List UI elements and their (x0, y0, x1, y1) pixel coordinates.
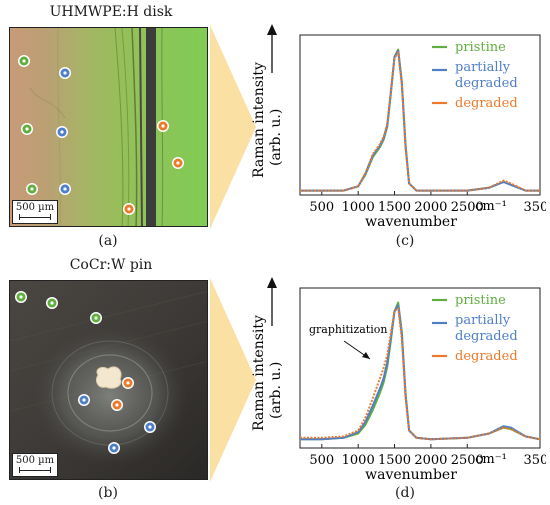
pristine-markers (18, 55, 38, 195)
arrow-top (210, 25, 256, 229)
chart-d-legend: pristine partially degraded degraded (432, 293, 518, 364)
legend-c-degraded: degraded (455, 96, 518, 111)
chart-d-tick-label-4: 2500 (451, 453, 484, 468)
pin-scalebar: 500 µm (12, 453, 58, 477)
chart-d-ylabel-1: Raman intensity (251, 315, 267, 431)
partially-degraded-markers (56, 67, 71, 195)
legend-d-partially: partially (455, 313, 511, 328)
legend-d-degraded-2: degraded (455, 329, 518, 344)
panel-label-c: (c) (395, 233, 415, 249)
chart-c-series-degraded (300, 51, 540, 192)
disk-scalebar-label: 500 µm (15, 202, 55, 213)
chart-c-ylabel-2: (arb. u.) (268, 109, 284, 166)
pin-partially-degraded-markers (78, 394, 156, 454)
chart-c-tick-label-0: 500 (309, 200, 334, 215)
legend-c-partially: partially (455, 60, 511, 75)
chart-d-annotation-arrowhead (362, 352, 370, 359)
disk-scalebar: 500 µm (12, 200, 58, 224)
legend-c-pristine: pristine (455, 40, 506, 55)
pin-scalebar-label: 500 µm (15, 455, 55, 466)
chart-c-tick-label-4: 2500 (451, 200, 484, 215)
pin-degraded-markers (111, 377, 134, 411)
chart-d-unit: cm⁻¹ (475, 452, 507, 467)
chart-d-xlabel: wavenumber (365, 467, 457, 481)
panel-label-b: (b) (98, 485, 118, 501)
chart-c-ylabel-1: Raman intensity (251, 62, 267, 178)
disk-title: UHMWPE:H disk (49, 4, 173, 20)
chart-c-tick-label-1: 1000 (342, 200, 375, 215)
arrow-bottom (210, 278, 256, 482)
chart-c-xlabel: wavenumber (365, 214, 457, 228)
disk-micrograph-image (10, 28, 207, 226)
chart-d-tick-label-2: 1500 (378, 453, 411, 468)
chart-d-tick-label-0: 500 (309, 453, 334, 468)
chart-c-tick-label-2: 1500 (378, 200, 411, 215)
chart-d-series-degraded (300, 307, 541, 441)
chart-d-annotation: graphitization (309, 323, 387, 336)
chart-d-tick-label-1: 1000 (342, 453, 375, 468)
chart-d-tick-label-3: 2000 (414, 453, 447, 468)
disk-micrograph: 500 µm (9, 27, 208, 227)
pin-micrograph: 500 µm (9, 280, 208, 480)
chart-c: Raman intensity (arb. u.) 500 1000 1500 200… (251, 24, 546, 228)
legend-d-pristine: pristine (455, 293, 506, 308)
degraded-markers (123, 120, 184, 215)
chart-c-yaxis-arrowhead (267, 24, 277, 35)
panel-label-d: (d) (395, 485, 415, 501)
chart-d-series-partially-degraded (300, 304, 541, 441)
chart-d: Raman intensity (arb. u.) 500 1000 1500 200… (251, 277, 546, 481)
legend-c-degraded-2: degraded (455, 76, 518, 91)
chart-c-unit: cm⁻¹ (475, 199, 507, 214)
pin-title: CoCr:W pin (69, 257, 153, 273)
chart-d-frame (299, 287, 541, 449)
chart-c-tick-label-3: 2000 (414, 200, 447, 215)
chart-c-legend: pristine partially degraded degraded (432, 40, 518, 111)
chart-d-ylabel-2: (arb. u.) (268, 362, 284, 419)
panel-label-a: (a) (98, 233, 118, 249)
pin-pristine-markers (15, 291, 102, 324)
chart-c-frame (299, 34, 541, 196)
chart-d-yaxis-arrowhead (267, 277, 277, 288)
legend-d-degraded: degraded (455, 349, 518, 364)
chart-d-tick-label-5: 3500 (523, 453, 546, 468)
chart-c-tick-label-5: 3500 (523, 200, 546, 215)
pin-micrograph-image (10, 281, 207, 479)
